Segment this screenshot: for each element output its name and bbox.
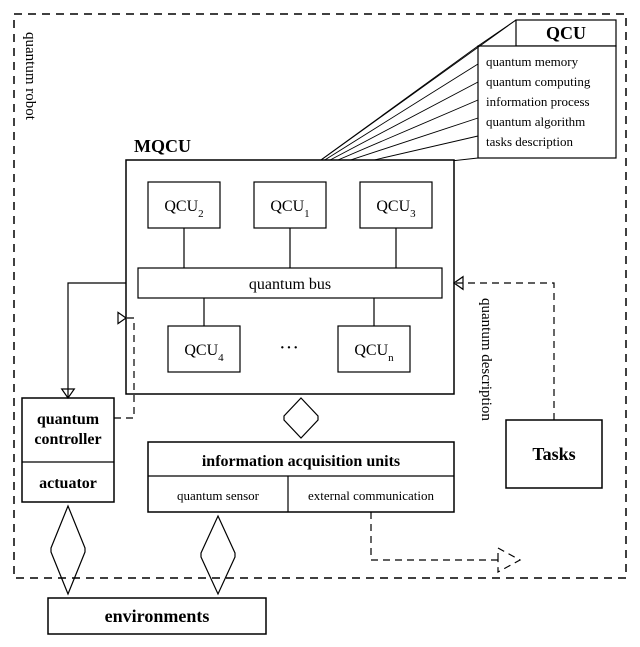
iau-left: quantum sensor — [177, 488, 260, 503]
qcu-title: QCU — [546, 23, 586, 43]
tasks-vlabel: quantum description — [478, 298, 494, 421]
iau-title: information acquisition units — [202, 453, 400, 470]
mqcu-label: MQCU — [134, 136, 191, 156]
tasks-label: Tasks — [532, 444, 575, 464]
qcu-callout-line: tasks description — [486, 134, 574, 149]
qcu-ellipsis: ··· — [279, 337, 299, 359]
qcu-callout-line: information process — [486, 94, 590, 109]
environments-label: environments — [105, 606, 210, 626]
quantum-robot-label: quantum robot — [22, 32, 38, 121]
qcu-callout-line: quantum memory — [486, 54, 579, 69]
qcu-callout-line: quantum algorithm — [486, 114, 585, 129]
actuator-label: actuator — [39, 475, 97, 492]
iau-right: external communication — [308, 488, 434, 503]
quantum-bus-label: quantum bus — [249, 276, 331, 293]
controller-label-2: controller — [34, 431, 101, 448]
qcu-callout-line: quantum computing — [486, 74, 591, 89]
controller-label-1: quantum — [37, 411, 100, 428]
